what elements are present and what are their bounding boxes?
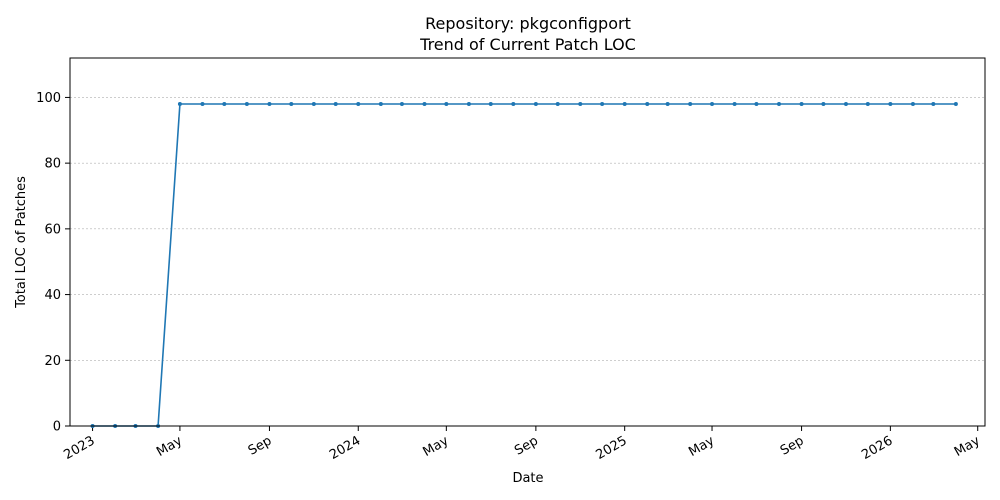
y-tick-label: 100 <box>36 91 61 106</box>
data-point <box>200 102 205 106</box>
data-point <box>688 102 693 106</box>
y-axis-ticks: 0 20 40 60 80 100 <box>36 91 70 435</box>
y-tick-label: 0 <box>53 420 61 435</box>
data-point <box>222 102 227 106</box>
chart-title: Repository: pkgconfigport <box>425 14 631 33</box>
series-line <box>90 102 958 428</box>
y-axis-label: Total LOC of Patches <box>14 176 29 309</box>
data-point <box>821 102 826 106</box>
data-point <box>333 102 338 106</box>
y-tick-label: 60 <box>44 222 61 237</box>
y-gridlines <box>70 97 985 361</box>
data-point <box>776 102 781 106</box>
plot-frame <box>69 57 986 427</box>
chart-subtitle: Trend of Current Patch LOC <box>419 35 636 54</box>
data-point <box>177 102 182 106</box>
data-point <box>710 102 715 106</box>
data-point <box>466 102 471 106</box>
data-point <box>910 102 915 106</box>
data-point <box>555 102 560 106</box>
data-point <box>888 102 893 106</box>
x-axis-label: Date <box>512 471 543 486</box>
data-point <box>953 102 958 106</box>
data-point <box>665 102 670 106</box>
data-point <box>645 102 650 106</box>
data-point <box>488 102 493 106</box>
series-line-path <box>92 103 956 427</box>
data-point <box>600 102 605 106</box>
data-point <box>422 102 427 106</box>
data-point <box>444 102 449 106</box>
data-point <box>754 102 759 106</box>
data-point <box>533 102 538 106</box>
data-point <box>865 102 870 106</box>
data-point <box>622 102 627 106</box>
data-point <box>511 102 516 106</box>
data-point <box>931 102 936 106</box>
data-point <box>244 102 249 106</box>
data-point <box>732 102 737 106</box>
data-point <box>378 102 383 106</box>
data-point <box>799 102 804 106</box>
data-point <box>578 102 583 106</box>
data-point <box>399 102 404 106</box>
data-point <box>843 102 848 106</box>
data-point <box>267 102 272 106</box>
data-point <box>356 102 361 106</box>
data-point <box>289 102 294 106</box>
y-tick-label: 20 <box>44 354 61 369</box>
y-tick-label: 40 <box>44 288 61 303</box>
y-tick-label: 80 <box>44 157 61 172</box>
data-point <box>311 102 316 106</box>
